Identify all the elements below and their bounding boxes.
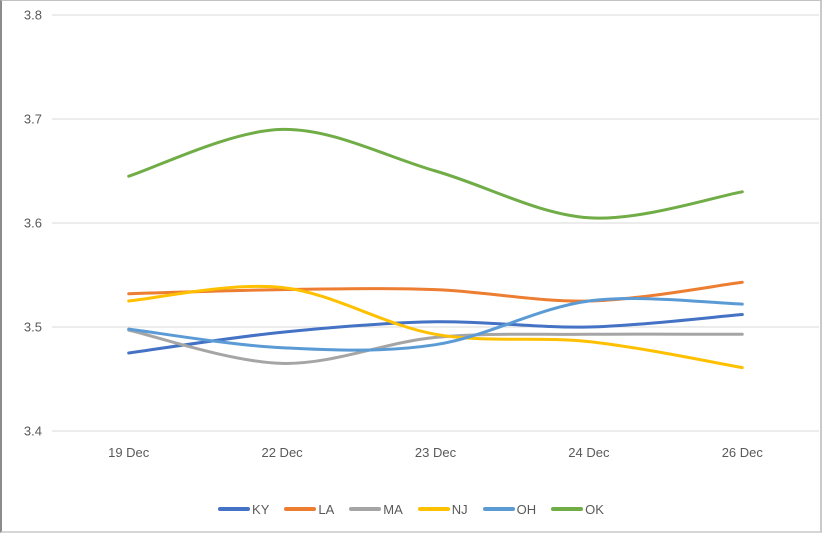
legend-label: MA: [383, 501, 403, 517]
legend-item-nj: NJ: [417, 501, 468, 517]
series-line-ma: [127, 328, 744, 365]
legend-item-oh: OH: [482, 501, 537, 517]
legend-swatch-nj: [417, 507, 450, 511]
series-line-la: [127, 280, 744, 303]
legend-item-ky: KY: [218, 503, 269, 516]
legend-item-ok: OK: [551, 503, 604, 516]
x-axis-tick-label: 22 Dec: [261, 445, 303, 460]
y-axis-tick-label: 3.8: [24, 8, 42, 23]
legend-swatch-ky: [218, 507, 251, 511]
x-axis-tick-label: 26 Dec: [722, 445, 764, 460]
legend-label: KY: [252, 501, 270, 517]
legend-label: NJ: [451, 501, 468, 517]
y-axis-tick-label: 3.5: [24, 320, 42, 335]
legend-label: LA: [318, 501, 335, 517]
y-axis-tick-label: 3.7: [24, 112, 42, 127]
legend-label: OK: [585, 501, 604, 517]
x-axis-tick-label: 19 Dec: [108, 445, 150, 460]
legend-swatch-la: [284, 507, 317, 511]
legend-item-ma: MA: [349, 503, 403, 516]
series-line-nj: [127, 284, 744, 370]
x-axis-tick-label: 24 Dec: [568, 445, 610, 460]
y-axis-tick-label: 3.6: [24, 216, 42, 231]
legend-swatch-oh: [482, 507, 515, 511]
y-axis-tick-label: 3.4: [24, 424, 42, 439]
legend-label: OH: [516, 501, 537, 517]
series-line-ok: [127, 127, 744, 220]
legend-swatch-ok: [551, 507, 584, 511]
legend-swatch-ma: [349, 507, 382, 511]
x-axis-tick-label: 23 Dec: [415, 445, 457, 460]
series-line-oh: [127, 297, 744, 352]
legend-item-la: LA: [284, 503, 334, 516]
series-line-ky: [127, 313, 744, 355]
chart-legend: KY LA MA NJ OH OK: [2, 500, 820, 518]
